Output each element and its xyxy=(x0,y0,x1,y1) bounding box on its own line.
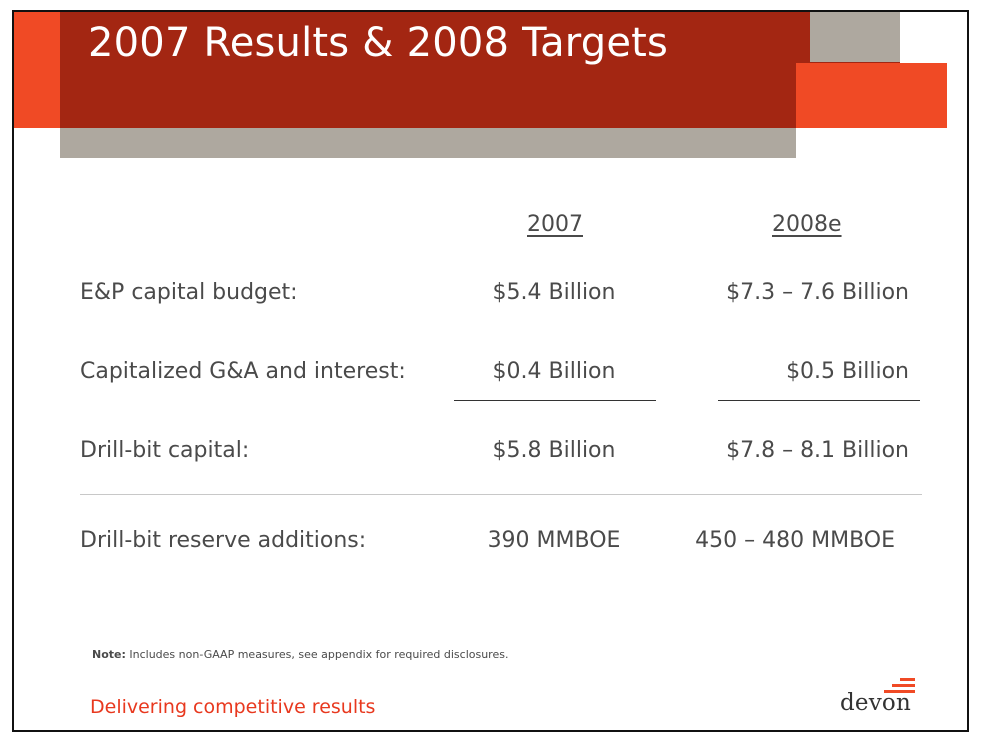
slide-title: 2007 Results & 2008 Targets xyxy=(88,20,669,66)
value-2007-drill-bit-capital: $5.8 Billion xyxy=(492,438,616,463)
footnote-label: Note: xyxy=(92,648,126,661)
value-2007-drill-bit-reserve-additions: 390 MMBOE xyxy=(487,528,621,553)
row-label-capitalized-ga-interest: Capitalized G&A and interest: xyxy=(80,359,406,384)
row-label-drill-bit-capital: Drill-bit capital: xyxy=(80,438,250,463)
row-label-drill-bit-reserve-additions: Drill-bit reserve additions: xyxy=(80,528,367,553)
tagline: Delivering competitive results xyxy=(90,696,376,718)
value-2008-drill-bit-capital: $7.8 – 8.1 Billion xyxy=(726,438,909,463)
header-gray-bar xyxy=(60,128,796,158)
value-2007-capitalized-ga-interest: $0.4 Billion xyxy=(492,359,616,384)
column-header-2007: 2007 xyxy=(527,212,583,237)
footnote-text: Includes non-GAAP measures, see appendix… xyxy=(125,648,509,661)
slide: 2007 Results & 2008 Targets 2007 2008e E… xyxy=(12,10,969,732)
value-2008-capitalized-ga-interest: $0.5 Billion xyxy=(786,359,909,384)
row-label-ep-capital-budget: E&P capital budget: xyxy=(80,280,298,305)
footnote: Note: Includes non-GAAP measures, see ap… xyxy=(92,648,508,661)
sum-rule-2008 xyxy=(718,400,920,401)
header-gray-square xyxy=(810,12,900,62)
column-header-2008e: 2008e xyxy=(772,212,842,237)
value-2008-ep-capital-budget: $7.3 – 7.6 Billion xyxy=(726,280,909,305)
devon-logo: devon xyxy=(840,676,920,720)
value-2008-drill-bit-reserve-additions: 450 – 480 MMBOE xyxy=(695,528,895,553)
header-dark-red-band xyxy=(60,12,900,128)
sum-rule-2007 xyxy=(454,400,656,401)
section-divider xyxy=(80,494,922,495)
logo-wordmark: devon xyxy=(840,690,911,716)
logo-stripes-icon xyxy=(884,678,915,693)
value-2007-ep-capital-budget: $5.4 Billion xyxy=(492,280,616,305)
header-orange-block-right xyxy=(796,63,947,128)
